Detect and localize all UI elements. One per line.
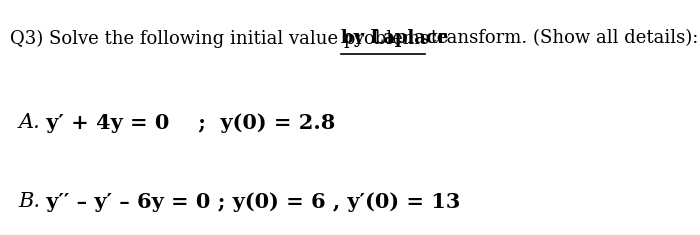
- Text: transform. (Show all details):: transform. (Show all details):: [425, 29, 699, 47]
- Text: by Laplace: by Laplace: [342, 29, 449, 47]
- Text: B.: B.: [18, 192, 41, 211]
- Text: A.: A.: [18, 113, 40, 132]
- Text: ; y(0) = 6 , y′(0) = 13: ; y(0) = 6 , y′(0) = 13: [196, 192, 461, 212]
- Text: y′ + 4y = 0: y′ + 4y = 0: [39, 113, 170, 133]
- Text: ;  y(0) = 2.8: ; y(0) = 2.8: [162, 113, 335, 133]
- Text: Q3) Solve the following initial value problems: Q3) Solve the following initial value pr…: [10, 29, 435, 47]
- Text: y′′ – y′ – 6y = 0: y′′ – y′ – 6y = 0: [39, 192, 211, 212]
